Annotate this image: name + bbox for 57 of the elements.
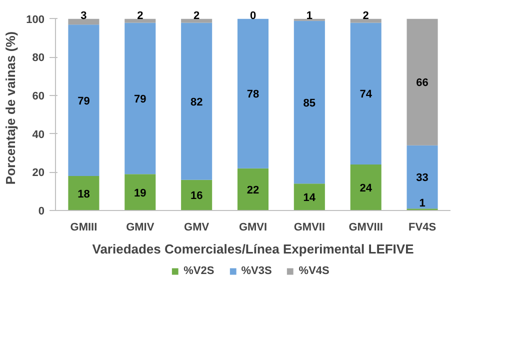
legend-label: %V3S — [241, 265, 272, 277]
data-label: 82 — [190, 96, 203, 108]
legend-label: %V2S — [184, 265, 214, 277]
data-label: 19 — [134, 187, 146, 200]
data-label: 1 — [419, 198, 426, 210]
y-tick-label: 80 — [32, 52, 45, 64]
data-label: 2 — [137, 10, 144, 22]
data-label: 18 — [78, 188, 90, 200]
y-tick-label: 40 — [32, 128, 45, 141]
x-tick-label: GMVI — [238, 222, 268, 234]
bar — [124, 18, 156, 23]
data-label: 78 — [246, 88, 260, 101]
data-label: 74 — [360, 88, 373, 101]
bar — [181, 22, 212, 180]
bar — [181, 18, 212, 23]
x-tick-label: GMVII — [294, 222, 326, 234]
bar — [294, 184, 325, 210]
data-label: 2 — [194, 10, 200, 22]
x-tick-label: GMIII — [70, 222, 98, 234]
data-label: 1 — [306, 10, 312, 22]
y-tick-label: 100 — [26, 14, 45, 26]
bar — [68, 176, 100, 210]
data-label: 2 — [362, 10, 369, 22]
x-tick-label: GMIV — [126, 222, 155, 234]
x-tick-label: GMV — [184, 222, 210, 234]
data-label: 24 — [360, 182, 373, 195]
x-tick-label: FV4S — [408, 222, 436, 234]
bar — [124, 22, 156, 174]
bar — [350, 22, 382, 165]
data-label: 3 — [80, 10, 87, 22]
data-label: 0 — [250, 10, 256, 22]
bar — [237, 168, 269, 210]
data-label: 66 — [416, 77, 428, 90]
bar — [406, 145, 438, 209]
bar — [68, 18, 100, 25]
bar — [124, 174, 156, 210]
data-label: 22 — [246, 184, 260, 196]
data-label: 14 — [303, 192, 316, 204]
data-label: 16 — [190, 190, 203, 202]
data-label: 79 — [134, 93, 146, 106]
legend-label: %V4S — [298, 265, 330, 277]
bar — [181, 180, 212, 210]
y-tick-label: 20 — [32, 167, 45, 180]
data-label: 85 — [303, 97, 316, 110]
x-axis-title: Variedades Comerciales/Línea Experimental LEFIVE — [92, 242, 414, 256]
bar — [350, 164, 382, 210]
bar — [350, 18, 382, 23]
bar — [237, 18, 269, 168]
data-label: 33 — [416, 172, 428, 184]
y-axis-title: Porcentaje de vainas (%) — [3, 31, 18, 185]
bar — [294, 20, 325, 184]
y-tick-label: 0 — [38, 206, 45, 218]
x-tick-label: GMVIII — [348, 222, 383, 234]
bar — [68, 24, 100, 176]
bar — [406, 18, 438, 146]
data-label: 79 — [78, 95, 90, 108]
y-tick-label: 60 — [32, 90, 45, 103]
